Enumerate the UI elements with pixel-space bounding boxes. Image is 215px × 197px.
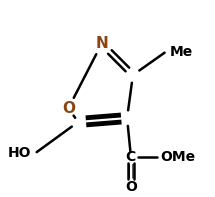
Text: HO: HO: [8, 146, 31, 160]
Text: Me: Me: [170, 45, 193, 59]
Text: N: N: [95, 36, 108, 51]
Text: ||: ||: [126, 164, 135, 178]
Text: O: O: [62, 101, 75, 116]
Text: OMe: OMe: [160, 150, 195, 164]
Text: C: C: [125, 150, 135, 164]
Text: O: O: [125, 179, 137, 193]
